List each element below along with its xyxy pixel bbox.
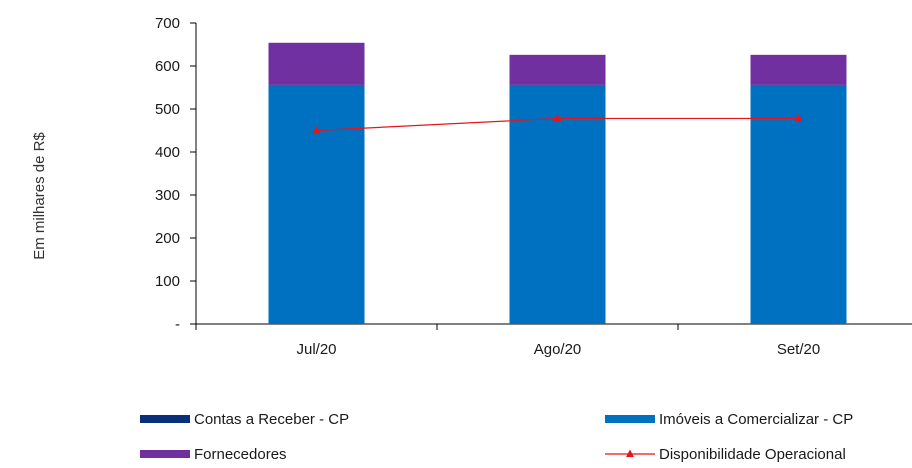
line-marker-2 — [794, 113, 803, 122]
y-tick-label: - — [175, 316, 180, 333]
y-tick-label: 300 — [155, 187, 180, 204]
legend: Contas a Receber - CP Imóveis a Comercial… — [140, 411, 853, 463]
y-tick-label: 100 — [155, 273, 180, 290]
bar-fornecedores-0 — [268, 42, 365, 85]
bar-im-veis-a-comercializar-cp-0 — [268, 84, 365, 324]
bar-im-veis-a-comercializar-cp-1 — [509, 84, 606, 324]
bar-im-veis-a-comercializar-cp-2 — [750, 84, 847, 324]
x-tick-label: Set/20 — [777, 341, 820, 358]
bar-fornecedores-1 — [509, 54, 606, 85]
line-marker-1 — [553, 113, 562, 122]
legend-swatch-imoveis-a-comercializar-cp — [605, 415, 655, 423]
y-tick-label: 600 — [155, 58, 180, 75]
line-marker-0 — [312, 126, 321, 134]
y-tick-label: 500 — [155, 101, 180, 118]
legend-label-contas-a-receber-cp: Contas a Receber - CP — [194, 411, 349, 428]
bar-fornecedores-2 — [750, 54, 847, 85]
y-tick-label: 700 — [155, 15, 180, 32]
legend-swatch-contas-a-receber-cp — [140, 415, 190, 423]
x-tick-label: Ago/20 — [534, 341, 582, 358]
legend-label-disponibilidade-operacional: Disponibilidade Operacional — [659, 446, 846, 463]
tick-labels: - 100 200 300 400 500 600 700 Jul/20 Ago/20 Set/20 — [155, 15, 820, 358]
legend-label-fornecedores: Fornecedores — [194, 446, 287, 463]
y-axis-title: Em milhares de R$ — [31, 132, 48, 260]
x-tick-label: Jul/20 — [296, 341, 336, 358]
legend-swatch-fornecedores — [140, 450, 190, 458]
line-series — [312, 113, 803, 134]
bars — [268, 42, 847, 324]
y-tick-label: 200 — [155, 230, 180, 247]
legend-marker-disponibilidade-operacional — [626, 449, 634, 457]
y-tick-label: 400 — [155, 144, 180, 161]
legend-label-imoveis-a-comercializar-cp: Imóveis a Comercializar - CP — [659, 411, 853, 428]
